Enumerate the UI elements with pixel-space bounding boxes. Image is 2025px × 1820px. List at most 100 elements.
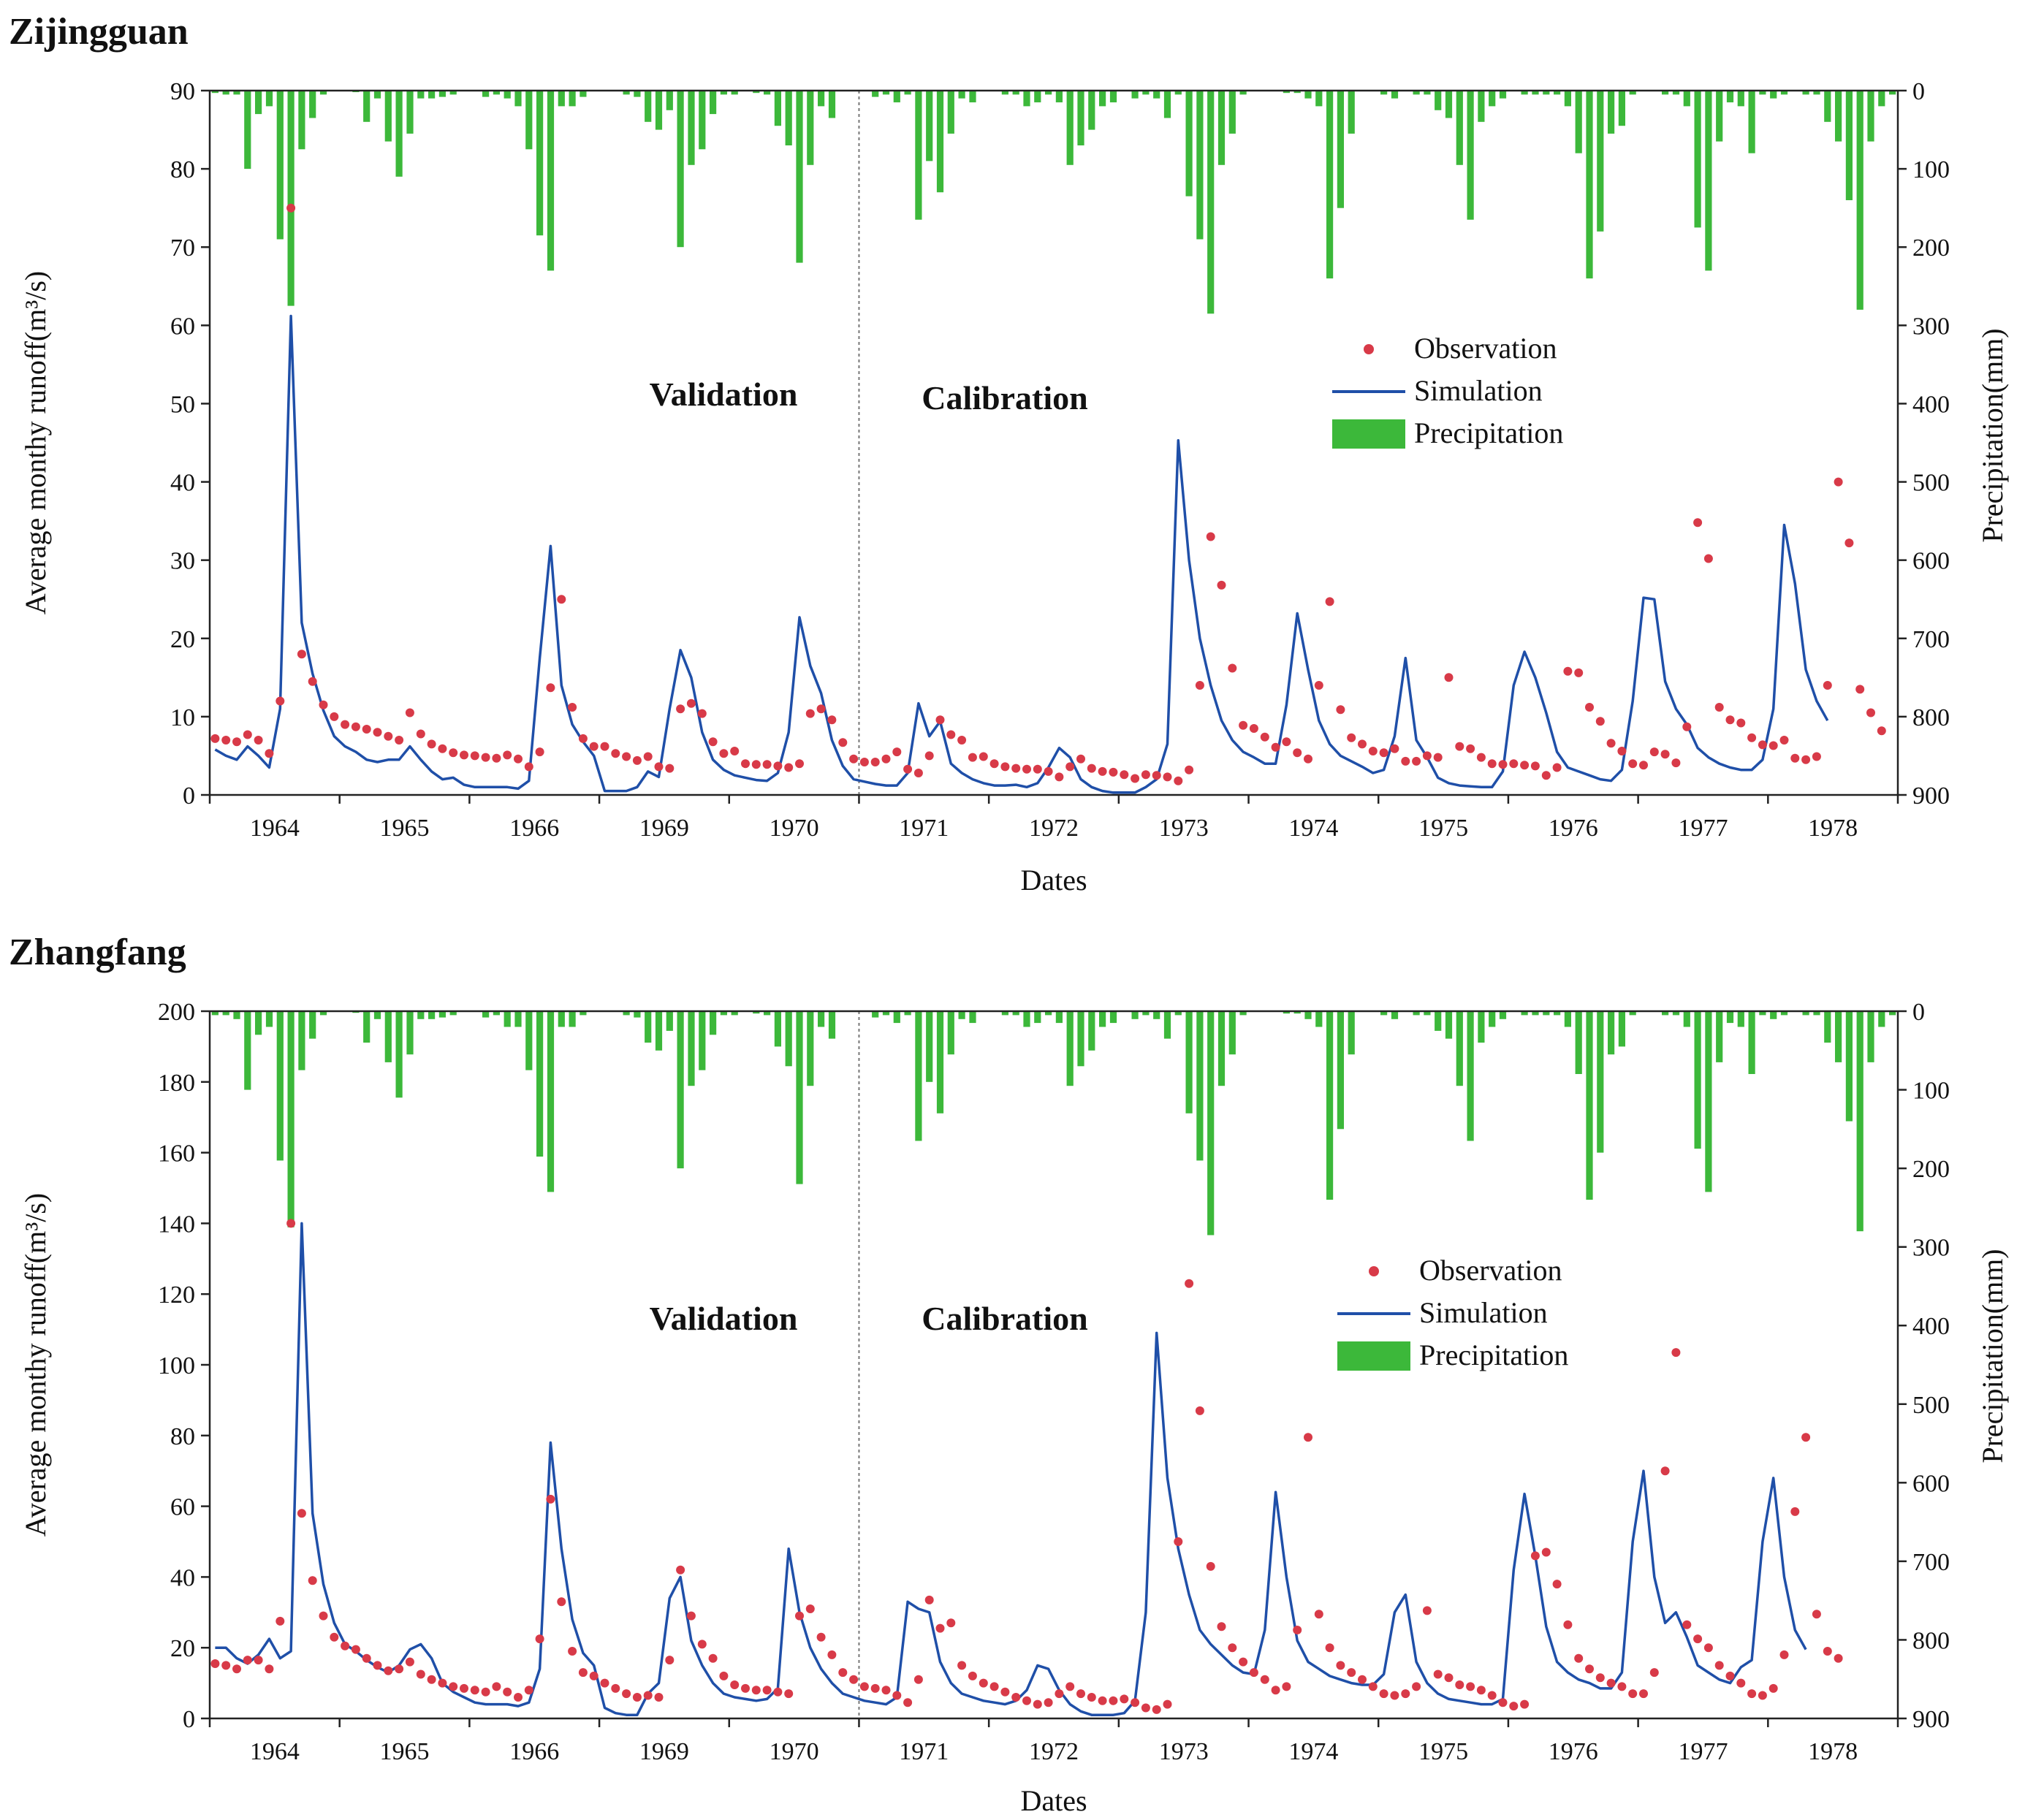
observation-point [395, 1664, 404, 1674]
x-tick-label: 1973 [1159, 815, 1209, 842]
observation-point [1228, 1643, 1237, 1653]
precipitation-bar [265, 1011, 273, 1027]
station-title: Zijingguan [9, 11, 189, 53]
observation-point [1660, 1466, 1670, 1476]
observation-point [1131, 1698, 1140, 1707]
observation-point [924, 1595, 934, 1604]
x-tick-label: 1976 [1549, 1738, 1598, 1765]
observation-point [1239, 720, 1248, 730]
observation-point [935, 715, 945, 725]
observation-point [319, 700, 328, 709]
precipitation-bar [1813, 1011, 1820, 1016]
precipitation-bar [1207, 1011, 1215, 1235]
observation-point [1314, 681, 1323, 690]
precipitation-bar [1239, 1011, 1247, 1016]
observation-point [578, 734, 588, 743]
right-tick-label: 600 [1912, 1470, 1950, 1497]
precipitation-bar [1034, 1011, 1041, 1024]
precipitation-bar [319, 91, 327, 95]
observation-point [751, 760, 761, 769]
observation-point [416, 729, 425, 739]
precipitation-bar [1153, 91, 1160, 99]
precipitation-bar [298, 91, 305, 150]
observation-point [989, 759, 999, 769]
observation-point [1011, 764, 1021, 773]
precipitation-bar [1824, 1011, 1831, 1043]
observation-point [1790, 753, 1800, 763]
observation-point [1044, 766, 1053, 776]
precipitation-bar [699, 1011, 706, 1070]
observation-point [1649, 747, 1659, 757]
observation-point [741, 759, 750, 769]
precipitation-bar [1521, 1011, 1528, 1016]
observation-point [1660, 750, 1670, 759]
precipitation-bar [872, 91, 879, 97]
left-tick-label: 160 [158, 1141, 195, 1168]
observation-point [362, 725, 371, 734]
observation-point [1552, 1580, 1562, 1589]
observation-point [1736, 1678, 1746, 1688]
precipitation-bar [1554, 1011, 1561, 1016]
precipitation-bar [1737, 91, 1744, 107]
observation-point [297, 650, 306, 659]
observation-point [979, 1678, 988, 1688]
precipitation-bar [1196, 91, 1204, 240]
precipitation-bar [276, 1011, 284, 1161]
right-tick-label: 500 [1912, 470, 1950, 497]
precipitation-bar [1435, 1011, 1442, 1031]
observation-point [460, 1683, 468, 1693]
left-tick-label: 0 [183, 783, 195, 810]
precipitation-bar [1835, 91, 1842, 142]
precipitation-bar [688, 91, 695, 165]
observation-point [286, 1219, 296, 1228]
precipitation-bar [1424, 1011, 1431, 1016]
precipitation-bar [893, 1011, 900, 1024]
observation-point [1293, 748, 1302, 758]
observation-point [1476, 753, 1486, 762]
observation-point [210, 734, 220, 743]
calibration-label: Calibration [922, 379, 1087, 416]
observation-point [438, 1678, 447, 1688]
precipitation-bar [1001, 1011, 1008, 1016]
precipitation-bar [1163, 1011, 1171, 1039]
precipitation-bar [1716, 1011, 1723, 1062]
precipitation-bar [915, 91, 922, 220]
observation-point [654, 1693, 664, 1702]
observation-point [1725, 1671, 1735, 1680]
observation-point [395, 736, 404, 745]
observation-point [1768, 1683, 1778, 1693]
observation-point [330, 712, 339, 721]
legend-precipitation-marker [1332, 419, 1405, 449]
precipitation-bar [287, 91, 295, 306]
observation-point [384, 731, 393, 741]
precipitation-bar [1532, 1011, 1539, 1016]
right-tick-label: 400 [1912, 1313, 1950, 1340]
precipitation-bar [828, 1011, 836, 1039]
observation-point [816, 1632, 826, 1642]
observation-point [1671, 758, 1681, 768]
observation-point [1368, 747, 1378, 755]
precipitation-bar [926, 91, 933, 161]
observation-point [1509, 759, 1519, 769]
observation-point [816, 704, 826, 714]
simulation-line [214, 314, 1829, 794]
precipitation-bar [1737, 1011, 1744, 1027]
precipitation-bar [1618, 91, 1625, 126]
x-tick-label: 1971 [899, 815, 949, 842]
precipitation-bar [1889, 1011, 1896, 1016]
observation-point [492, 1682, 501, 1691]
precipitation-bar [1780, 91, 1788, 95]
precipitation-bar [1142, 1011, 1150, 1016]
precipitation-bar [1726, 91, 1734, 103]
observation-point [1022, 764, 1031, 774]
left-tick-label: 50 [170, 391, 195, 418]
precipitation-bar [1348, 91, 1355, 134]
observation-point [286, 203, 296, 213]
observation-point [1606, 1678, 1616, 1688]
precipitation-bar [936, 91, 944, 193]
observation-point [1347, 733, 1356, 742]
observation-point [762, 760, 772, 769]
observation-point [221, 1661, 231, 1670]
precipitation-bar [1196, 1011, 1204, 1161]
